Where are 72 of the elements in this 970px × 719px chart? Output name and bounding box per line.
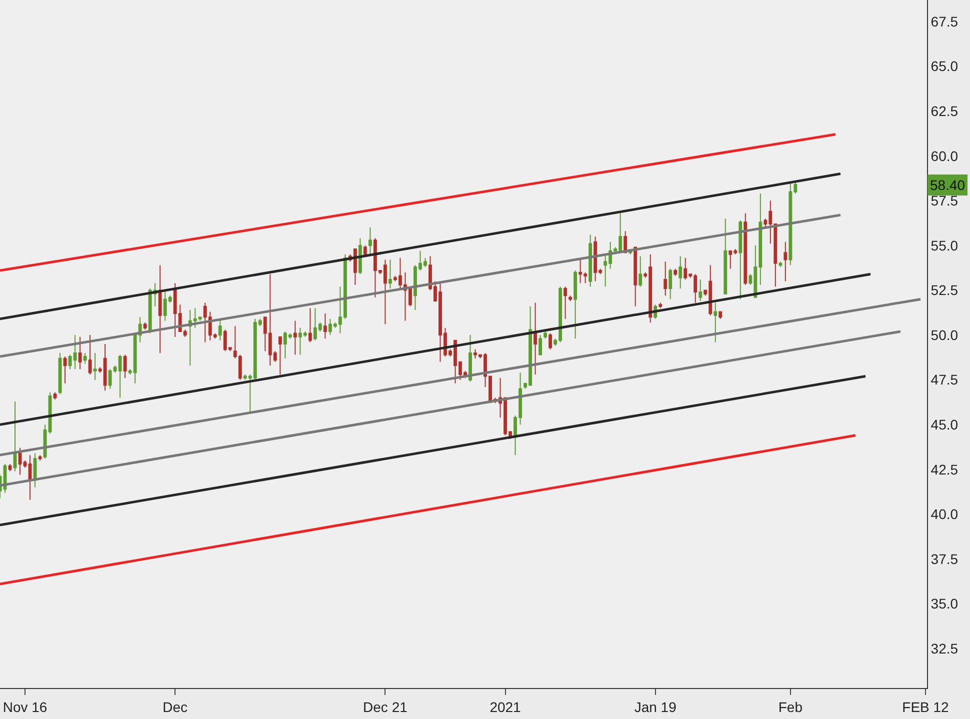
x-tick-label: Nov 16 <box>2 698 48 715</box>
y-tick-label: 62.5 <box>930 102 958 119</box>
y-tick-label: 42.5 <box>930 461 958 478</box>
candlestick <box>548 332 552 350</box>
candlestick <box>588 234 592 288</box>
candlestick <box>778 261 782 268</box>
y-tick-label: 47.5 <box>930 372 958 388</box>
y-tick-label: 60.0 <box>930 148 958 164</box>
y-tick-label: 65.0 <box>930 58 958 74</box>
candlestick <box>58 352 62 395</box>
x-tick-label: Dec <box>162 698 188 715</box>
candlestick <box>88 334 92 375</box>
candlestick <box>363 244 367 257</box>
candlestick <box>278 336 282 375</box>
candlestick <box>38 454 42 461</box>
candlestick <box>738 220 742 300</box>
text: 58.40 <box>930 177 966 193</box>
y-tick-label: 67.5 <box>930 13 958 30</box>
x-tick-label: 2021 <box>490 698 522 715</box>
candlestick <box>83 352 87 364</box>
y-tick-label: 40.0 <box>930 506 958 522</box>
candlestick <box>724 218 728 294</box>
y-tick-label: 45.0 <box>930 416 958 433</box>
candlestick <box>53 392 57 400</box>
candlestick <box>368 227 372 255</box>
y-tick-label: 32.5 <box>930 640 958 656</box>
x-tick-label: Feb <box>778 698 803 715</box>
candlestick <box>78 336 82 370</box>
candlestick <box>718 311 722 320</box>
candlestick <box>544 330 548 340</box>
x-tick-label: Jan 19 <box>634 698 677 715</box>
candlestick <box>678 256 682 289</box>
candlestick <box>574 270 578 340</box>
candlestick <box>568 295 572 302</box>
candlestick <box>358 238 362 275</box>
candlestick <box>634 246 638 307</box>
y-tick-label: 52.5 <box>930 282 958 298</box>
candlestick <box>658 302 662 309</box>
candlestick <box>218 318 222 341</box>
candlestick <box>123 354 127 379</box>
candlestick <box>668 268 672 300</box>
candlestick <box>63 356 67 384</box>
candlestick <box>293 320 297 356</box>
candlestick <box>784 241 788 282</box>
candlestick <box>538 334 542 356</box>
y-tick-label: 35.0 <box>930 596 958 612</box>
candlestick <box>534 302 538 375</box>
candlestick <box>638 256 642 288</box>
candlestick <box>18 447 22 476</box>
candlestick <box>388 259 392 289</box>
candlestick <box>13 400 17 472</box>
y-tick-label: 55.0 <box>930 237 958 254</box>
candlestick <box>8 464 12 472</box>
candlestick <box>698 279 702 302</box>
candlestick <box>23 460 27 468</box>
y-tick-label: 57.5 <box>930 192 958 209</box>
y-tick-label: 37.5 <box>930 550 958 567</box>
candlestick <box>158 264 162 354</box>
candlestick <box>468 334 472 382</box>
candlestick <box>564 286 568 320</box>
x-tick-label: Dec 21 <box>363 698 408 715</box>
x-tick-label: FEB 12 <box>902 698 950 715</box>
candlestick <box>28 454 32 500</box>
candlestick <box>323 313 327 340</box>
y-tick-label: 50.0 <box>930 326 958 343</box>
candlestick <box>308 308 312 343</box>
candlestick <box>744 212 748 286</box>
candlestick <box>714 302 718 343</box>
candlestick <box>143 322 147 330</box>
candlestick <box>93 352 97 380</box>
candlestick <box>664 261 668 296</box>
candlestick <box>674 268 678 276</box>
